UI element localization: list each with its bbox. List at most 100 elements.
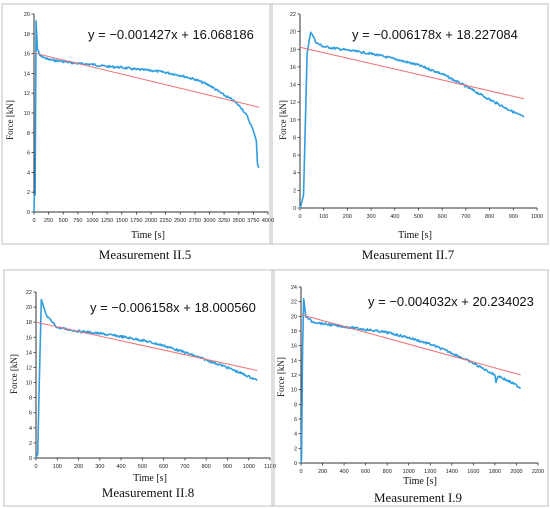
x-tick-label: 1750 bbox=[130, 218, 142, 224]
y-tick-label: 14 bbox=[26, 350, 32, 356]
x-tick-label: 1400 bbox=[446, 469, 458, 475]
panel-4: 0 200 400 600 800 1000 1200 1400 1600 1800 2000 22 0… bbox=[271, 269, 549, 507]
x-tick-label: 100 bbox=[319, 214, 328, 220]
x-tick-label: 2250 bbox=[160, 218, 172, 224]
y-tick-label: 0 bbox=[29, 456, 32, 462]
y-tick-label: 0 bbox=[294, 461, 297, 467]
x-tick-label: 1600 bbox=[467, 469, 479, 475]
y-tick-label: 20 bbox=[290, 30, 296, 36]
y-tick-label: 4 bbox=[27, 170, 30, 176]
panel-4-title: Measurement I.9 bbox=[374, 490, 462, 505]
x-tick-label: 100 bbox=[53, 464, 62, 470]
y-tick-label: 14 bbox=[290, 83, 296, 89]
y-tick-label: 10 bbox=[290, 118, 296, 124]
y-tick-label: 12 bbox=[26, 365, 32, 371]
y-tick-label: 18 bbox=[291, 329, 297, 335]
x-tick-label: 300 bbox=[367, 214, 376, 220]
y-tick-label: 20 bbox=[24, 12, 30, 18]
y-tick-label: 0 bbox=[27, 210, 30, 216]
y-tick-label: 16 bbox=[291, 344, 297, 350]
x-tick-label: 1200 bbox=[424, 469, 436, 475]
trend-line bbox=[33, 52, 260, 108]
panel-2: 0 100 200 300 400 500 600 700 800 900 1000 0 2 4 6 8 10 1… bbox=[269, 3, 549, 262]
x-tick-label: 2000 bbox=[510, 469, 522, 475]
y-tick-label: 8 bbox=[294, 402, 297, 408]
force-series bbox=[300, 297, 521, 464]
panel-1-frame bbox=[1, 3, 273, 245]
panel-2-title: Measurement II.7 bbox=[362, 247, 455, 262]
y-tick-label: 4 bbox=[29, 426, 32, 432]
panel-4-frame bbox=[271, 269, 549, 507]
y-tick-label: 10 bbox=[24, 111, 30, 117]
x-tick-label: 700 bbox=[180, 464, 189, 470]
y-tick-label: 20 bbox=[26, 305, 32, 311]
y-tick-label: 12 bbox=[290, 100, 296, 106]
panel-3: 0 100 200 300 400 500 600 700 800 900 1000 1100 0 2 4 6… bbox=[3, 269, 276, 507]
x-tick-label: 3000 bbox=[203, 218, 215, 224]
y-tick-label: 14 bbox=[291, 358, 297, 364]
x-tick-label: 750 bbox=[73, 218, 82, 224]
x-tick-label: 400 bbox=[339, 469, 348, 475]
x-tick-label: 200 bbox=[343, 214, 352, 220]
x-tick-label: 1000 bbox=[86, 218, 98, 224]
x-tick-label: 200 bbox=[318, 469, 327, 475]
panel-4-equation: y = −0.004032x + 20.234023 bbox=[368, 294, 534, 309]
x-tick-label: 1000 bbox=[403, 469, 415, 475]
force-series bbox=[35, 298, 258, 459]
force-series bbox=[33, 20, 260, 213]
panel-2-xlabel: Time [s] bbox=[398, 230, 432, 241]
x-tick-label: 1000 bbox=[531, 214, 543, 220]
x-tick-label: 1100 bbox=[264, 464, 276, 470]
panel-2-frame bbox=[269, 3, 549, 245]
y-tick-label: 10 bbox=[26, 381, 32, 387]
x-tick-label: 3750 bbox=[247, 218, 259, 224]
y-tick-label: 2 bbox=[294, 446, 297, 452]
y-tick-label: 18 bbox=[26, 320, 32, 326]
y-tick-label: 8 bbox=[27, 131, 30, 137]
x-tick-label: 800 bbox=[383, 469, 392, 475]
panel-1: 0 250 500 750 1000 1250 1500 1750 2000 2250 2500 27… bbox=[1, 3, 274, 262]
y-tick-label: 2 bbox=[27, 190, 30, 196]
y-tick-label: 22 bbox=[291, 300, 297, 306]
panel-1-ylabel: Force [kN] bbox=[5, 100, 15, 140]
y-tick-label: 24 bbox=[291, 285, 297, 291]
x-tick-label: 1800 bbox=[489, 469, 501, 475]
x-tick-label: 3500 bbox=[233, 218, 245, 224]
panel-2-ylabel: Force [kN] bbox=[278, 100, 288, 140]
x-tick-label: 900 bbox=[509, 214, 518, 220]
panel-3-title: Measurement II.8 bbox=[102, 485, 194, 500]
panel-1-title: Measurement II.5 bbox=[99, 247, 191, 262]
x-tick-label: 0 bbox=[299, 469, 302, 475]
x-tick-label: 3250 bbox=[218, 218, 230, 224]
y-tick-label: 8 bbox=[293, 135, 296, 141]
x-tick-label: 2750 bbox=[189, 218, 201, 224]
panel-3-ylabel: Force [kN] bbox=[9, 354, 19, 394]
x-tick-label: 700 bbox=[461, 214, 470, 220]
x-tick-label: 1000 bbox=[243, 464, 255, 470]
panel-1-equation: y = −0.001427x + 16.068186 bbox=[88, 27, 254, 42]
x-tick-label: 1250 bbox=[101, 218, 113, 224]
force-series bbox=[299, 31, 525, 209]
x-tick-label: 400 bbox=[390, 214, 399, 220]
x-tick-label: 500 bbox=[59, 218, 68, 224]
y-tick-label: 0 bbox=[293, 206, 296, 212]
x-tick-label: 600 bbox=[361, 469, 370, 475]
x-tick-label: 300 bbox=[95, 464, 104, 470]
x-tick-label: 0 bbox=[32, 218, 35, 224]
trend-line bbox=[300, 314, 521, 376]
y-tick-label: 12 bbox=[24, 91, 30, 97]
x-tick-label: 2500 bbox=[174, 218, 186, 224]
y-tick-label: 4 bbox=[294, 432, 297, 438]
y-tick-label: 16 bbox=[26, 335, 32, 341]
y-tick-label: 6 bbox=[29, 411, 32, 417]
y-tick-label: 10 bbox=[291, 388, 297, 394]
panel-1-xlabel: Time [s] bbox=[131, 230, 165, 241]
panel-3-equation: y = −0.006158x + 18.000560 bbox=[90, 300, 256, 315]
x-tick-label: 2000 bbox=[145, 218, 157, 224]
x-tick-label: 1500 bbox=[116, 218, 128, 224]
y-tick-label: 2 bbox=[293, 188, 296, 194]
x-tick-label: 4000 bbox=[262, 218, 274, 224]
x-tick-label: 0 bbox=[298, 214, 301, 220]
y-tick-label: 18 bbox=[290, 47, 296, 53]
